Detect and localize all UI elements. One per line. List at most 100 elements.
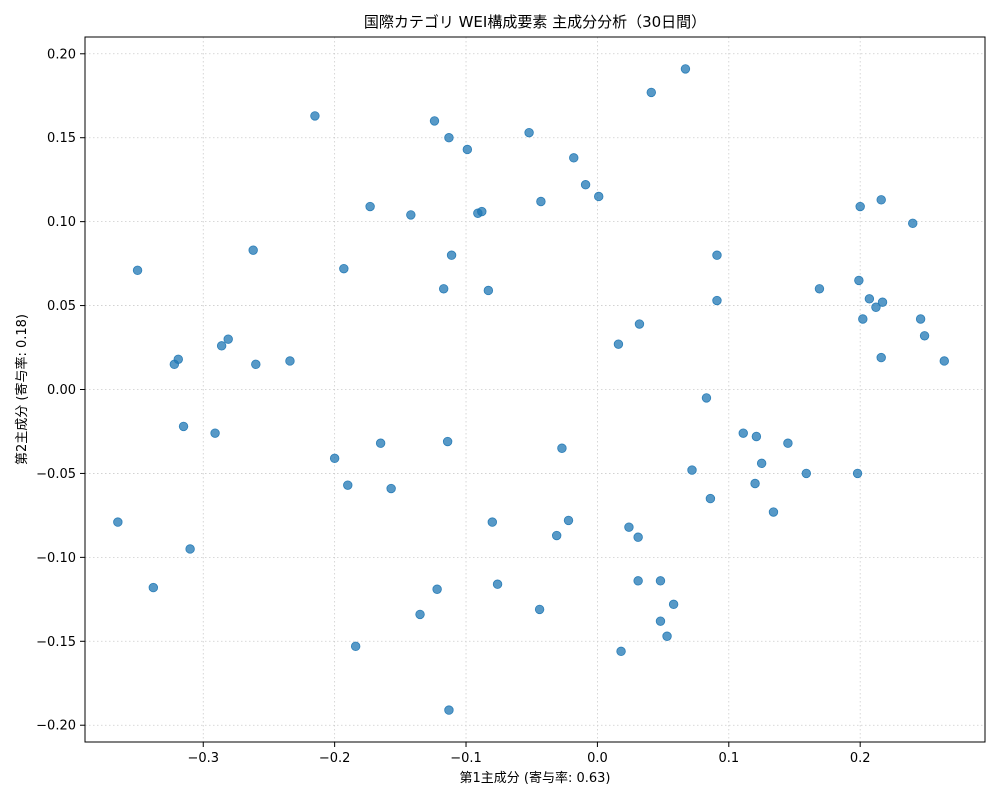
data-point [223,334,233,344]
y-tick-label: 0.00 [47,383,76,398]
data-point [939,356,949,366]
data-point [814,284,825,294]
data-point [444,133,454,143]
data-point [858,314,868,324]
data-point [113,517,123,527]
data-point [350,641,361,652]
axis-ticks: −0.3 −0.2 −0.1 0.0 0.1 0.2 −0.20 −0.15 −0.10 −0.0… [36,47,870,766]
data-point [487,517,497,527]
data-point [877,297,888,307]
data-point [551,530,562,541]
data-point [148,582,159,593]
data-point [536,196,546,207]
data-point [248,245,258,255]
data-point [580,180,591,190]
data-point [751,431,762,442]
data-point [594,191,604,202]
data-point [178,421,189,432]
x-axis-label: 第1主成分 (寄与率: 0.63) [459,770,610,786]
x-tick-label: −0.3 [187,751,219,766]
data-point [701,393,712,403]
data-point [852,468,863,479]
data-point [438,284,449,294]
data-point [534,604,545,615]
data-point [655,616,666,626]
data-point [563,515,574,526]
data-point [343,480,353,490]
data-point [310,111,320,121]
data-point [668,599,679,610]
data-point [616,646,626,657]
data-point [210,428,220,438]
data-point [492,579,503,589]
data-point [634,319,645,329]
y-tick-label: 0.15 [47,131,76,146]
x-tick-label: −0.1 [450,751,482,766]
data-points [113,64,949,715]
data-point [876,195,886,205]
data-point [169,359,180,370]
data-point [655,576,666,586]
data-point [687,465,697,475]
data-point [680,64,691,74]
data-point [557,443,567,453]
data-point [365,201,375,212]
data-point [386,483,396,494]
data-point [712,250,722,260]
data-point [871,302,881,312]
data-point [624,522,634,532]
data-point [483,285,494,296]
y-axis-label: 第2主成分 (寄与率: 0.18) [14,314,30,465]
data-point [429,116,440,126]
data-point [919,331,930,341]
chart-title: 国際カテゴリ WEI構成要素 主成分分析（30日間） [364,13,706,31]
data-point [633,532,643,542]
data-point [633,576,643,586]
y-tick-label: 0.20 [47,47,76,62]
data-point [251,359,261,370]
data-point [444,705,454,715]
data-point [375,438,386,448]
y-tick-label: 0.10 [47,215,76,230]
data-point [442,436,453,447]
data-point [285,356,295,366]
data-point [406,210,416,220]
data-point [339,263,349,274]
y-tick-label: −0.20 [36,719,76,734]
data-point [132,265,143,276]
data-point [462,144,473,155]
data-point [613,339,624,349]
data-point [712,295,722,306]
data-point [738,428,748,438]
data-point [524,127,534,138]
data-point [801,468,812,479]
data-point [750,478,760,489]
data-point [646,87,656,98]
data-point [432,584,442,594]
y-tick-label: 0.05 [47,299,76,314]
data-point [185,544,195,554]
y-tick-label: −0.15 [36,635,76,650]
y-tick-label: −0.10 [36,551,76,566]
x-tick-label: 0.2 [850,751,871,766]
y-tick-label: −0.05 [36,467,76,482]
data-point [477,206,487,217]
x-tick-label: 0.1 [718,751,739,766]
grid-lines [85,37,985,742]
data-point [415,609,425,620]
data-point [854,275,864,286]
x-tick-label: −0.2 [319,751,351,766]
data-point [446,250,457,260]
data-point [915,314,926,324]
data-point [783,438,793,448]
data-point [329,453,340,464]
data-point [705,493,716,504]
data-point [855,201,865,212]
data-point [864,294,875,304]
data-point [662,631,672,641]
data-point [216,341,227,351]
data-point [768,507,779,517]
data-point [876,352,886,363]
x-tick-label: 0.0 [587,751,608,766]
